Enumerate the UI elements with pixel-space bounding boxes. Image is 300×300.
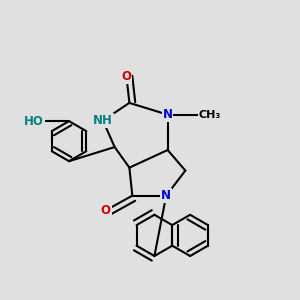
Text: O: O — [101, 204, 111, 217]
Text: HO: HO — [24, 115, 44, 128]
Text: CH₃: CH₃ — [199, 110, 221, 120]
Text: NH: NH — [93, 114, 113, 127]
Text: O: O — [122, 70, 131, 83]
Text: N: N — [163, 108, 173, 121]
Text: N: N — [161, 189, 171, 202]
